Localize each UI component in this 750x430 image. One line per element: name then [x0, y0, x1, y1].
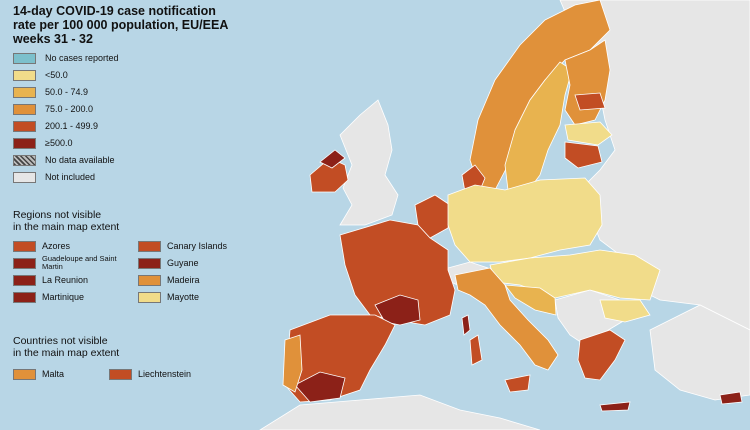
title-line-2: rate per 100 000 population, EU/EEA [13, 18, 229, 32]
sicily [504, 374, 531, 393]
legend-label: No cases reported [45, 53, 119, 63]
legend-swatch-hatched [13, 154, 36, 166]
northern-ireland [319, 149, 346, 169]
countries-title: Countries not visible in the main map ex… [13, 335, 119, 359]
legend-swatch [138, 291, 161, 303]
legend-item-lt50: <50.0 [13, 69, 68, 81]
legend-swatch [138, 274, 161, 286]
germany-poland-central [447, 177, 603, 263]
region-canary-islands: Canary Islands [138, 240, 227, 252]
legend-item-200-500: 200.1 - 499.9 [13, 120, 98, 132]
legend-item-50-75: 50.0 - 74.9 [13, 86, 88, 98]
greece [577, 329, 626, 381]
regions-title: Regions not visible in the main map exte… [13, 209, 119, 233]
legend-swatch [13, 368, 36, 380]
region-la-reunion: La Reunion [13, 274, 88, 286]
legend-label: 75.0 - 200.0 [45, 104, 94, 114]
legend-swatch [13, 52, 36, 64]
legend-swatch [13, 257, 36, 269]
title-line-3: weeks 31 - 32 [13, 32, 93, 46]
legend-swatch [13, 103, 36, 115]
legend-item-75-200: 75.0 - 200.0 [13, 103, 93, 115]
legend-item-no-cases: No cases reported [13, 52, 119, 64]
country-liechtenstein: Liechtenstein [109, 368, 191, 380]
legend-label: ≥500.0 [45, 138, 73, 148]
legend-panel: 14-day COVID-19 case notification rate p… [0, 0, 240, 430]
region-madeira: Madeira [138, 274, 200, 286]
legend-label: No data available [45, 155, 115, 165]
estonia [574, 92, 606, 111]
countries-title-line-2: in the main map extent [13, 347, 120, 359]
andalusia [294, 371, 346, 403]
sardinia [469, 334, 483, 366]
legend-swatch [13, 120, 36, 132]
region-label: Canary Islands [167, 241, 228, 251]
regions-title-line-2: in the main map extent [13, 221, 120, 233]
france [339, 219, 456, 326]
legend-item-not-included: Not included [13, 171, 95, 183]
region-label: Martinique [42, 292, 85, 302]
legend-swatch [13, 86, 36, 98]
country-malta: Malta [13, 368, 64, 380]
legend-swatch [13, 137, 36, 149]
region-label: Azores [42, 241, 71, 251]
bulgaria [599, 299, 651, 323]
latvia [564, 121, 613, 146]
region-mayotte: Mayotte [138, 291, 199, 303]
legend-swatch [13, 69, 36, 81]
portugal [282, 334, 303, 393]
lithuania [564, 141, 603, 169]
legend-label: 50.0 - 74.9 [45, 87, 89, 97]
crete [599, 401, 631, 412]
corsica [461, 314, 471, 336]
regions-title-line-1: Regions not visible [13, 209, 102, 221]
countries-title-line-1: Countries not visible [13, 335, 108, 347]
region-label: La Reunion [42, 275, 89, 285]
region-guadeloupe: Guadeloupe and Saint Martin [13, 254, 122, 271]
croatia-slovenia [504, 284, 557, 316]
legend-swatch [138, 240, 161, 252]
title-line-1: 14-day COVID-19 case notification [13, 4, 216, 18]
region-guyane: Guyane [138, 257, 199, 269]
legend-item-gte500: ≥500.0 [13, 137, 72, 149]
legend-item-no-data: No data available [13, 154, 115, 166]
legend-swatch [138, 257, 161, 269]
region-azores: Azores [13, 240, 70, 252]
region-label: Mayotte [167, 292, 200, 302]
region-martinique: Martinique [13, 291, 84, 303]
legend-label: <50.0 [45, 70, 68, 80]
region-label: Guadeloupe and Saint Martin [42, 254, 117, 271]
cyprus [719, 391, 743, 405]
legend-swatch [13, 240, 36, 252]
legend-swatch [13, 291, 36, 303]
legend-swatch [109, 368, 132, 380]
legend-label: 200.1 - 499.9 [45, 121, 99, 131]
legend-swatch [13, 171, 36, 183]
region-label: Guyane [167, 258, 199, 268]
country-label: Liechtenstein [138, 369, 192, 379]
legend-swatch [13, 274, 36, 286]
country-label: Malta [42, 369, 65, 379]
italy [454, 267, 559, 371]
legend-label: Not included [45, 172, 96, 182]
map-title: 14-day COVID-19 case notification rate p… [13, 4, 243, 46]
region-label: Madeira [167, 275, 200, 285]
